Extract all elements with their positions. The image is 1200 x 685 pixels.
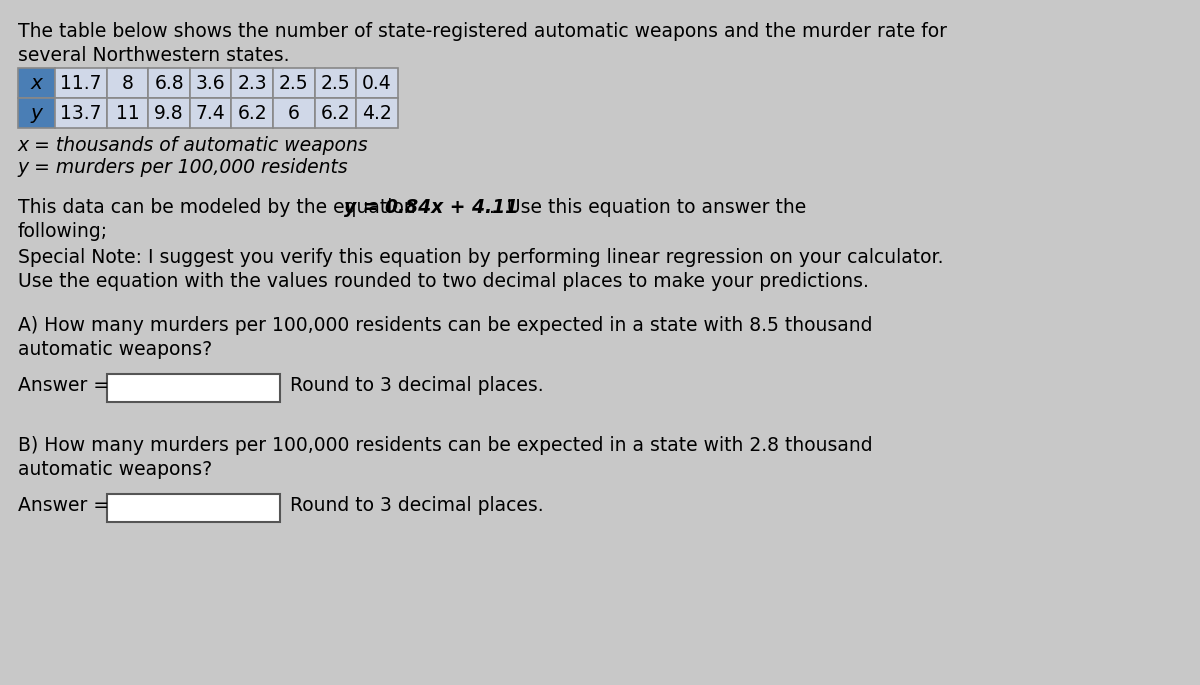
Text: 2.3: 2.3 [238,73,268,92]
Text: x: x [31,73,42,92]
Bar [274,98,314,128]
Bar [149,68,190,98]
Text: 0.4: 0.4 [362,73,391,92]
Text: 6.2: 6.2 [238,103,268,123]
Bar [107,68,149,98]
Text: A) How many murders per 100,000 residents can be expected in a state with 8.5 th: A) How many murders per 100,000 resident… [18,316,872,335]
Text: 11.7: 11.7 [60,73,102,92]
Bar [314,98,356,128]
Text: 6.2: 6.2 [320,103,350,123]
Bar [190,98,232,128]
Text: Use the equation with the values rounded to two decimal places to make your pred: Use the equation with the values rounded… [18,272,869,291]
Bar [55,98,107,128]
Text: x = thousands of automatic weapons: x = thousands of automatic weapons [18,136,368,155]
Text: several Northwestern states.: several Northwestern states. [18,46,289,65]
Bar [356,68,397,98]
Text: following;: following; [18,222,108,241]
Text: 6.8: 6.8 [155,73,184,92]
Text: Answer =: Answer = [18,376,109,395]
Bar [149,98,190,128]
Text: 4.2: 4.2 [362,103,391,123]
Text: Round to 3 decimal places.: Round to 3 decimal places. [290,376,544,395]
Text: y = murders per 100,000 residents: y = murders per 100,000 residents [18,158,348,177]
Text: 11: 11 [115,103,139,123]
Text: Special Note: I suggest you verify this equation by performing linear regression: Special Note: I suggest you verify this … [18,248,943,267]
Text: y: y [31,103,42,123]
Text: .  Use this equation to answer the: . Use this equation to answer the [488,198,806,217]
Text: 3.6: 3.6 [196,73,226,92]
Bar [314,68,356,98]
Bar [232,68,274,98]
Text: Answer =: Answer = [18,496,109,515]
Text: B) How many murders per 100,000 residents can be expected in a state with 2.8 th: B) How many murders per 100,000 resident… [18,436,872,455]
Text: 7.4: 7.4 [196,103,226,123]
Text: 13.7: 13.7 [60,103,102,123]
Text: 9.8: 9.8 [155,103,184,123]
Bar [232,98,274,128]
Text: Round to 3 decimal places.: Round to 3 decimal places. [290,496,544,515]
Bar [18,68,55,98]
Bar [107,494,280,522]
Text: y = 0.84x + 4.11: y = 0.84x + 4.11 [343,198,517,217]
Text: 6: 6 [288,103,300,123]
Text: automatic weapons?: automatic weapons? [18,460,212,479]
Bar [190,68,232,98]
Bar [274,68,314,98]
Text: 2.5: 2.5 [320,73,350,92]
Bar [107,374,280,402]
Bar [107,98,149,128]
Bar [18,98,55,128]
Text: automatic weapons?: automatic weapons? [18,340,212,359]
Bar [356,98,397,128]
Text: 2.5: 2.5 [278,73,308,92]
Text: The table below shows the number of state-registered automatic weapons and the m: The table below shows the number of stat… [18,22,947,41]
Text: 8: 8 [121,73,133,92]
Text: This data can be modeled by the equation: This data can be modeled by the equation [18,198,421,217]
Bar [55,68,107,98]
